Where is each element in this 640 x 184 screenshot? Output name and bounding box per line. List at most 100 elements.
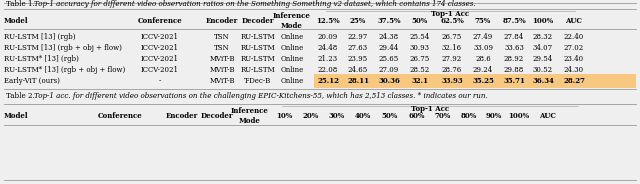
Text: RU-LSTM: RU-LSTM (241, 44, 275, 52)
Text: 33.93: 33.93 (441, 77, 463, 85)
Text: 25.54: 25.54 (410, 33, 430, 41)
Text: ICCV-2021: ICCV-2021 (141, 44, 179, 52)
Text: -: - (159, 77, 161, 85)
Text: 28.92: 28.92 (504, 55, 524, 63)
Text: 20.09: 20.09 (318, 33, 338, 41)
Text: Encoder: Encoder (166, 112, 198, 120)
Text: 22.97: 22.97 (348, 33, 368, 41)
Text: Conference: Conference (98, 112, 142, 120)
Text: 28.27: 28.27 (563, 77, 585, 85)
Text: 30.93: 30.93 (410, 44, 430, 52)
Text: 28.76: 28.76 (442, 66, 462, 74)
Text: 10%: 10% (276, 112, 292, 120)
Text: Online: Online (280, 77, 303, 85)
Text: 28.6: 28.6 (475, 55, 491, 63)
Text: 23.95: 23.95 (348, 55, 368, 63)
Text: 50%: 50% (412, 17, 428, 25)
Text: 60%: 60% (409, 112, 425, 120)
Text: 12.5%: 12.5% (316, 17, 340, 25)
Text: Model: Model (4, 17, 29, 25)
Text: TSN: TSN (214, 44, 230, 52)
Text: RU-LSTM: RU-LSTM (241, 55, 275, 63)
Text: 22.40: 22.40 (564, 33, 584, 41)
Text: MViT-B: MViT-B (209, 77, 235, 85)
Text: 62.5%: 62.5% (440, 17, 464, 25)
Text: 35.25: 35.25 (472, 77, 494, 85)
Text: 28.11: 28.11 (347, 77, 369, 85)
Text: 27.84: 27.84 (504, 33, 524, 41)
Text: 29.88: 29.88 (504, 66, 524, 74)
Text: Table 1.: Table 1. (6, 1, 37, 8)
Text: RU-LSTM [13] (rgb): RU-LSTM [13] (rgb) (4, 33, 76, 41)
Text: 27.02: 27.02 (564, 44, 584, 52)
Text: RU-LSTM: RU-LSTM (241, 66, 275, 74)
Text: TSN: TSN (214, 33, 230, 41)
Text: 32.1: 32.1 (412, 77, 429, 85)
Text: Table 2.: Table 2. (6, 92, 37, 100)
Text: 24.65: 24.65 (348, 66, 368, 74)
Text: Top-1 Acc: Top-1 Acc (431, 10, 470, 18)
Text: 21.23: 21.23 (318, 55, 338, 63)
Text: AUC: AUC (540, 112, 557, 120)
Text: 100%: 100% (508, 112, 529, 120)
Text: 27.92: 27.92 (442, 55, 462, 63)
Text: 33.63: 33.63 (504, 44, 524, 52)
Text: 20%: 20% (303, 112, 319, 120)
Text: 90%: 90% (486, 112, 502, 120)
Text: 80%: 80% (461, 112, 477, 120)
Text: Decoder: Decoder (242, 17, 275, 25)
Text: 26.75: 26.75 (442, 33, 462, 41)
Text: 87.5%: 87.5% (502, 17, 526, 25)
Text: 33.09: 33.09 (473, 44, 493, 52)
Text: 70%: 70% (435, 112, 451, 120)
Bar (314, 74, 636, 88)
Text: ICCV-2021: ICCV-2021 (141, 66, 179, 74)
Text: Decoder: Decoder (201, 112, 234, 120)
Text: 50%: 50% (382, 112, 398, 120)
Text: ICCV-2021: ICCV-2021 (141, 55, 179, 63)
Text: MViT-B: MViT-B (209, 55, 235, 63)
Text: 40%: 40% (355, 112, 371, 120)
Text: RU-LSTM* [13] (rgb): RU-LSTM* [13] (rgb) (4, 55, 79, 63)
Text: 29.54: 29.54 (533, 55, 553, 63)
Text: Inference
Mode: Inference Mode (273, 12, 311, 30)
Text: Top-1 acc. for different video observations on the challenging EPIC-Kitchens-55,: Top-1 acc. for different video observati… (34, 92, 488, 100)
Text: 22.08: 22.08 (318, 66, 338, 74)
Text: 26.75: 26.75 (410, 55, 430, 63)
Text: Online: Online (280, 55, 303, 63)
Text: 36.34: 36.34 (532, 77, 554, 85)
Text: 27.09: 27.09 (379, 66, 399, 74)
Text: 28.32: 28.32 (533, 33, 553, 41)
Text: 27.63: 27.63 (348, 44, 368, 52)
Text: 25.12: 25.12 (317, 77, 339, 85)
Text: 23.40: 23.40 (564, 55, 584, 63)
Text: Conference: Conference (138, 17, 182, 25)
Text: 24.38: 24.38 (379, 33, 399, 41)
Text: 25.65: 25.65 (379, 55, 399, 63)
Text: 28.52: 28.52 (410, 66, 430, 74)
Text: Inference
Mode: Inference Mode (231, 107, 269, 125)
Text: 30.52: 30.52 (533, 66, 553, 74)
Text: 24.30: 24.30 (564, 66, 584, 74)
Text: MViT-B: MViT-B (209, 66, 235, 74)
Text: 30%: 30% (329, 112, 345, 120)
Text: 35.71: 35.71 (503, 77, 525, 85)
Text: Online: Online (280, 44, 303, 52)
Text: 29.24: 29.24 (473, 66, 493, 74)
Text: 25%: 25% (350, 17, 366, 25)
Text: AUC: AUC (566, 17, 582, 25)
Text: 32.16: 32.16 (442, 44, 462, 52)
Text: 75%: 75% (475, 17, 491, 25)
Text: T-Dec-B: T-Dec-B (244, 77, 271, 85)
Text: 29.44: 29.44 (379, 44, 399, 52)
Text: RU-LSTM* [13] (rgb + obj + flow): RU-LSTM* [13] (rgb + obj + flow) (4, 66, 125, 74)
Text: 24.48: 24.48 (318, 44, 338, 52)
Text: RU-LSTM [13] (rgb + obj + flow): RU-LSTM [13] (rgb + obj + flow) (4, 44, 122, 52)
Text: 37.5%: 37.5% (377, 17, 401, 25)
Text: Early-ViT (ours): Early-ViT (ours) (4, 77, 60, 85)
Text: 27.49: 27.49 (473, 33, 493, 41)
Text: 100%: 100% (532, 17, 554, 25)
Text: RU-LSTM: RU-LSTM (241, 33, 275, 41)
Text: 30.36: 30.36 (378, 77, 400, 85)
Text: Top-1 accuracy for different video observation ratios on the Something Something: Top-1 accuracy for different video obser… (34, 1, 476, 8)
